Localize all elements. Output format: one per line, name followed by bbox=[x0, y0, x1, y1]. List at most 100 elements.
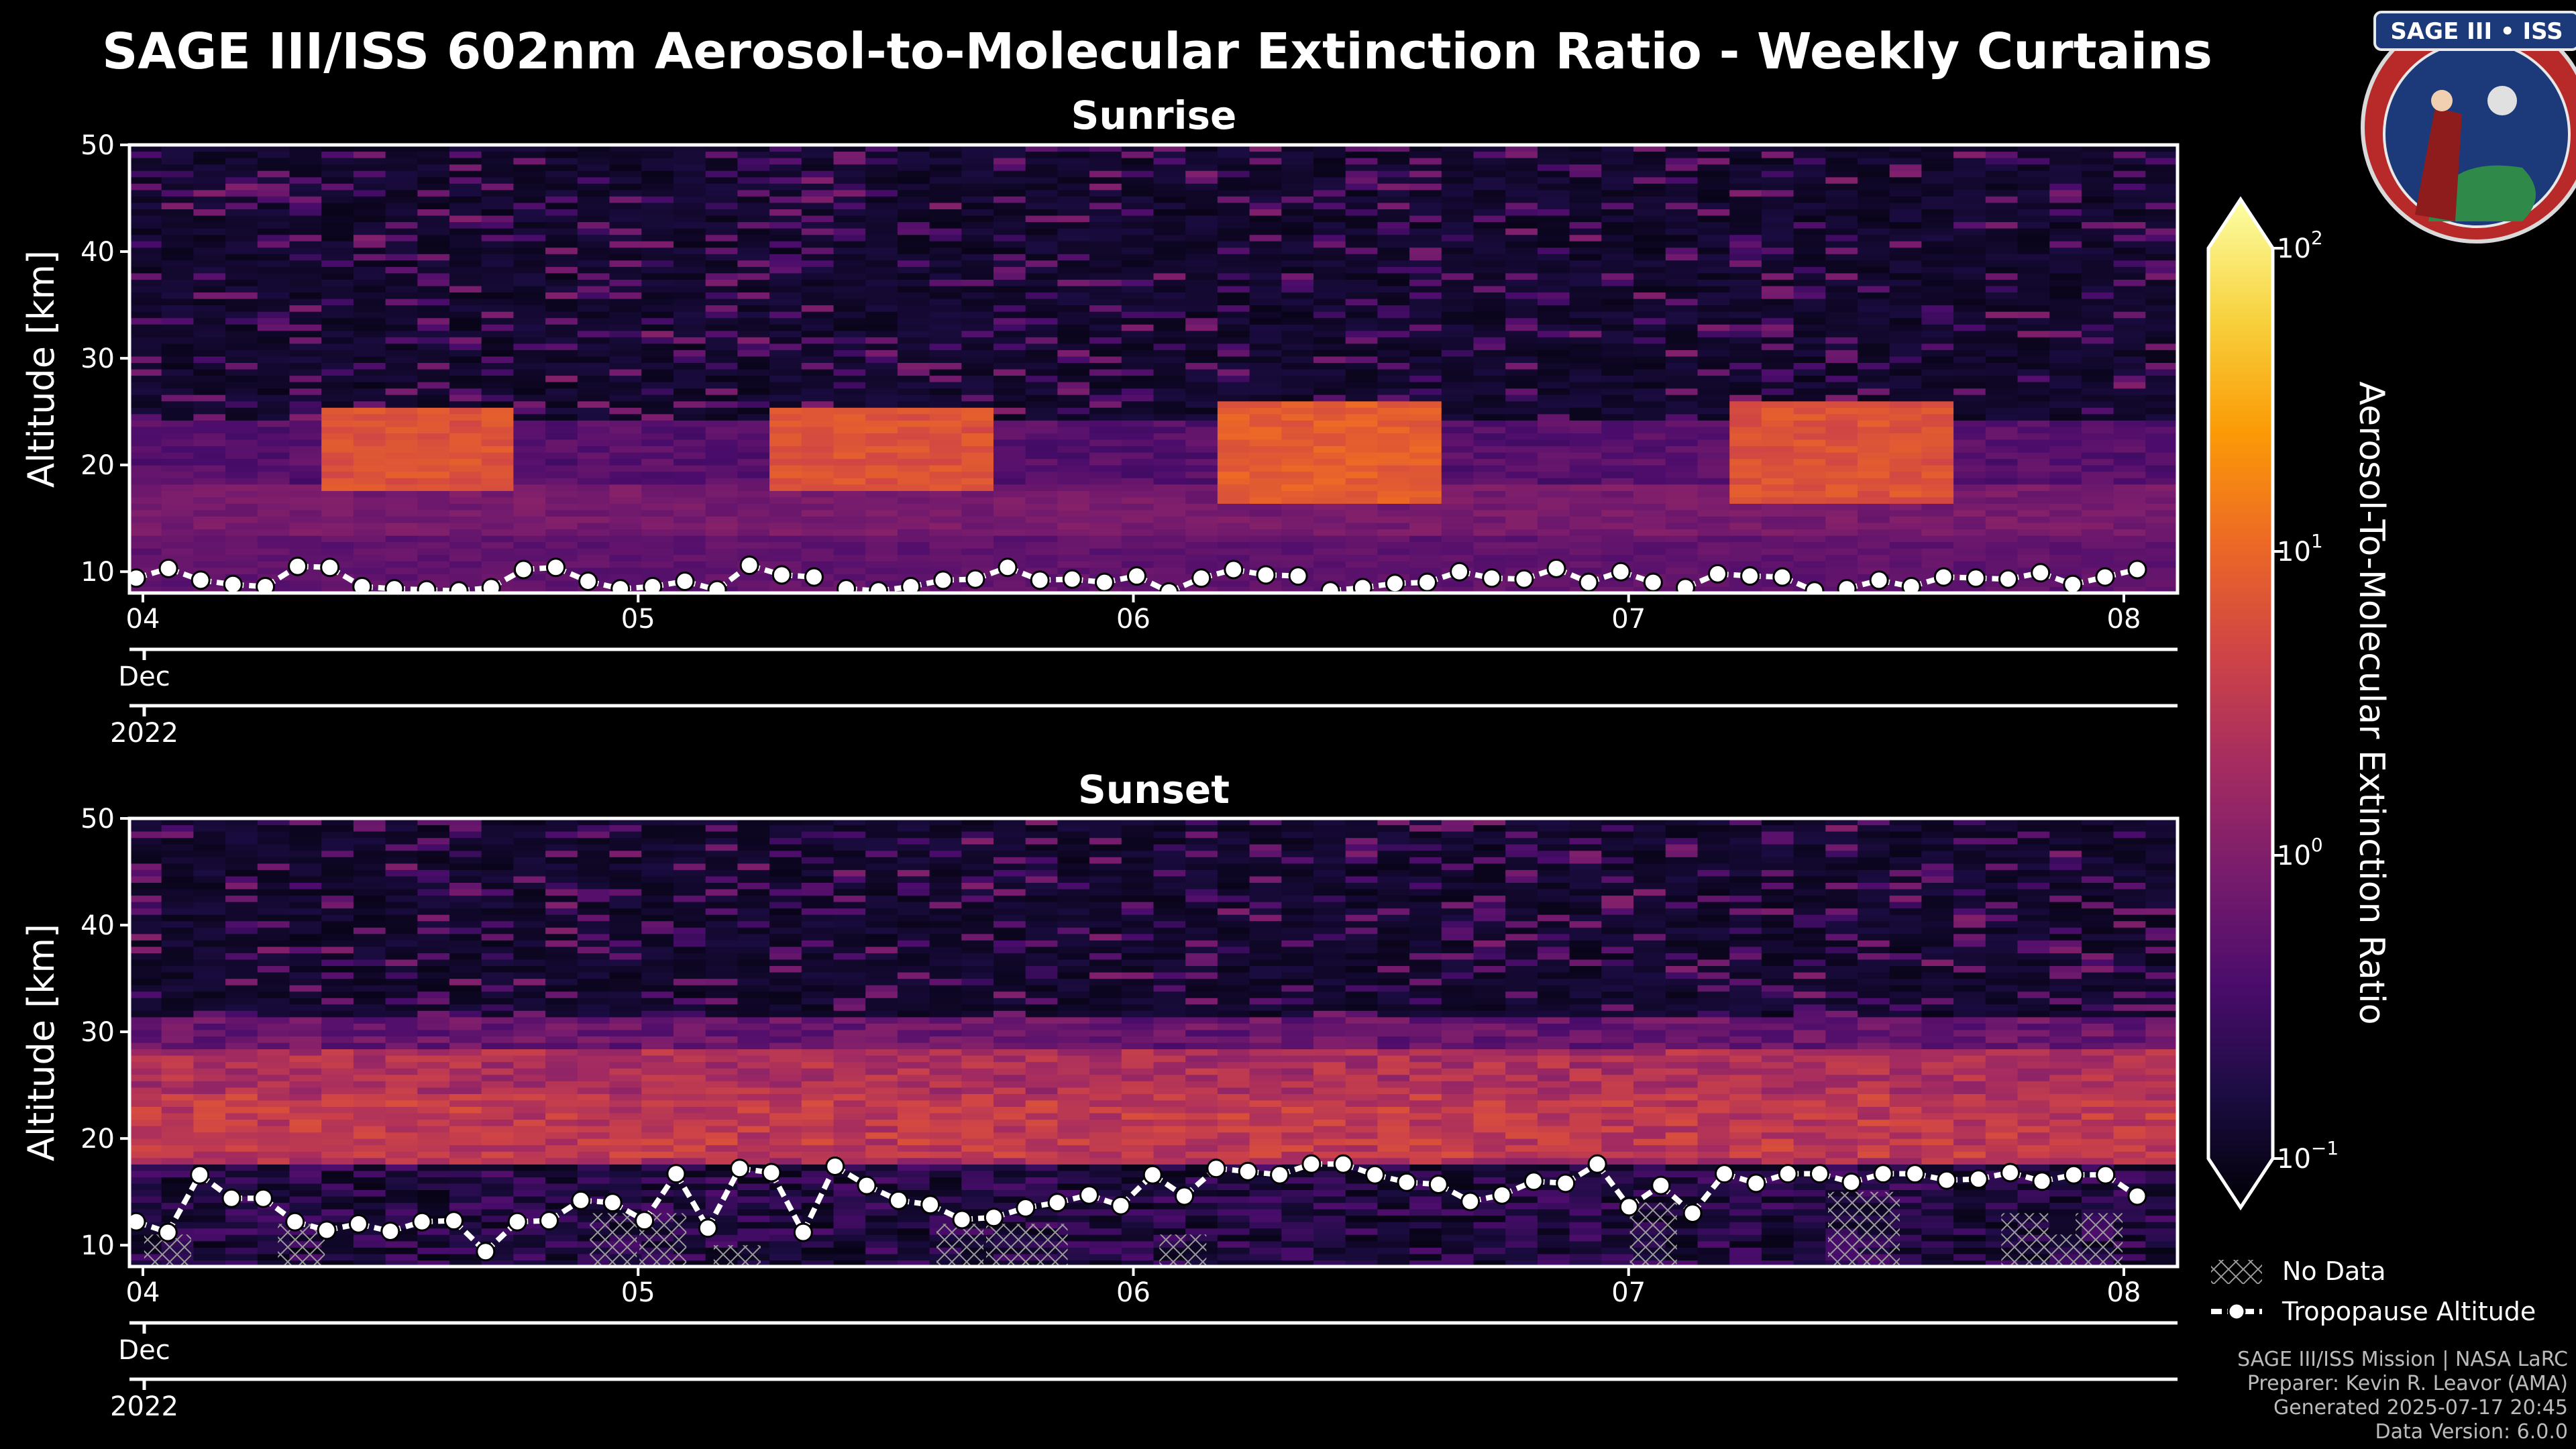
heatmap-cell bbox=[1089, 375, 1122, 382]
heatmap-cell bbox=[225, 1126, 258, 1133]
heatmap-cell bbox=[674, 317, 706, 325]
heatmap-cell bbox=[1473, 145, 1506, 152]
heatmap-cell bbox=[1473, 503, 1506, 511]
heatmap-cell bbox=[385, 503, 418, 511]
heatmap-cell bbox=[1825, 228, 1858, 235]
heatmap-cell bbox=[2017, 176, 2050, 184]
heatmap-cell bbox=[321, 541, 354, 549]
heatmap-cell bbox=[545, 170, 578, 178]
heatmap-cell bbox=[1825, 452, 1858, 460]
heatmap-cell bbox=[1761, 548, 1794, 555]
heatmap-cell bbox=[1729, 394, 1762, 402]
heatmap-cell bbox=[417, 478, 450, 485]
heatmap-cell bbox=[1441, 382, 1474, 389]
heatmap-cell bbox=[1217, 394, 1250, 402]
heatmap-cell bbox=[929, 247, 962, 254]
heatmap-cell bbox=[1217, 580, 1250, 587]
heatmap-cell bbox=[1313, 490, 1346, 498]
heatmap-cell bbox=[545, 215, 578, 223]
heatmap-cell bbox=[513, 574, 546, 581]
heatmap-cell bbox=[225, 850, 258, 857]
heatmap-cell bbox=[1217, 369, 1250, 376]
heatmap-cell bbox=[1409, 266, 1442, 274]
heatmap-cell bbox=[1633, 164, 1666, 171]
heatmap-cell bbox=[1537, 350, 1570, 357]
heatmap-cell bbox=[1697, 452, 1730, 460]
heatmap-cell bbox=[1697, 407, 1730, 415]
heatmap-cell bbox=[2081, 580, 2114, 587]
heatmap-cell bbox=[929, 407, 962, 415]
heatmap-cell bbox=[1825, 382, 1858, 389]
heatmap-cell bbox=[545, 305, 578, 312]
heatmap-cell bbox=[1345, 503, 1378, 511]
heatmap-cell bbox=[1601, 490, 1634, 498]
heatmap-cell bbox=[353, 196, 386, 203]
heatmap-cell bbox=[674, 299, 706, 306]
heatmap-cell bbox=[897, 516, 930, 523]
heatmap-cell bbox=[737, 465, 770, 472]
heatmap-cell bbox=[1921, 369, 1954, 376]
heatmap-cell bbox=[961, 490, 994, 498]
heatmap-cell bbox=[1249, 196, 1282, 203]
heatmap-cell bbox=[801, 202, 835, 209]
heatmap-cell bbox=[2081, 330, 2114, 337]
heatmap-cell bbox=[1153, 228, 1186, 235]
heatmap-cell bbox=[1505, 241, 1538, 248]
heatmap-cell bbox=[1889, 516, 1922, 523]
heatmap-cell bbox=[1377, 324, 1410, 331]
heatmap-cell bbox=[481, 260, 514, 267]
heatmap-cell bbox=[257, 1004, 290, 1011]
heatmap-cell bbox=[2081, 350, 2114, 357]
heatmap-cell bbox=[641, 465, 674, 472]
heatmap-cell bbox=[2145, 465, 2178, 472]
heatmap-cell bbox=[769, 413, 802, 421]
heatmap-cell bbox=[1057, 285, 1090, 292]
heatmap-cell bbox=[929, 305, 962, 312]
heatmap-cell bbox=[2049, 343, 2082, 350]
heatmap-cell bbox=[769, 234, 802, 241]
heatmap-cell bbox=[1409, 535, 1442, 543]
heatmap-cell bbox=[1921, 299, 1954, 306]
heatmap-cell bbox=[289, 189, 322, 197]
heatmap-cell bbox=[1953, 343, 1986, 350]
heatmap-cell bbox=[1121, 343, 1155, 350]
heatmap-cell bbox=[897, 305, 930, 312]
heatmap-cell bbox=[1953, 490, 1986, 498]
heatmap-cell bbox=[1858, 484, 1890, 491]
heatmap-cell bbox=[1761, 228, 1794, 235]
heatmap-cell bbox=[674, 356, 706, 363]
heatmap-cell bbox=[641, 426, 674, 433]
tropopause-point bbox=[1256, 565, 1276, 585]
heatmap-cell bbox=[193, 420, 226, 427]
heatmap-cell bbox=[897, 369, 930, 376]
heatmap-cell bbox=[225, 1222, 258, 1229]
heatmap-cell bbox=[1473, 561, 1506, 568]
heatmap-cell bbox=[1153, 509, 1186, 517]
heatmap-cell bbox=[1697, 292, 1730, 299]
heatmap-cell bbox=[1153, 254, 1186, 261]
heatmap-cell bbox=[545, 394, 578, 402]
heatmap-cell bbox=[1313, 272, 1346, 280]
heatmap-cell bbox=[2145, 324, 2178, 331]
heatmap-cell bbox=[1057, 189, 1090, 197]
heatmap-cell bbox=[1473, 337, 1506, 344]
heatmap-cell bbox=[1697, 176, 1730, 184]
heatmap-cell bbox=[321, 439, 354, 447]
heatmap-cell bbox=[417, 202, 450, 209]
heatmap-cell bbox=[193, 458, 226, 466]
heatmap-cell bbox=[961, 407, 994, 415]
heatmap-cell bbox=[1121, 509, 1155, 517]
heatmap-cell bbox=[257, 1010, 290, 1018]
heatmap-cell bbox=[257, 1222, 290, 1229]
heatmap-cell bbox=[1377, 420, 1410, 427]
heatmap-cell bbox=[193, 311, 226, 319]
heatmap-cell bbox=[1441, 426, 1474, 433]
heatmap-cell bbox=[545, 356, 578, 363]
heatmap-cell bbox=[417, 439, 450, 447]
heatmap-cell bbox=[481, 439, 514, 447]
heatmap-cell bbox=[417, 260, 450, 267]
heatmap-cell bbox=[1793, 400, 1826, 408]
heatmap-cell bbox=[257, 241, 290, 248]
heatmap-cell bbox=[1089, 234, 1122, 241]
heatmap-cell bbox=[1409, 337, 1442, 344]
